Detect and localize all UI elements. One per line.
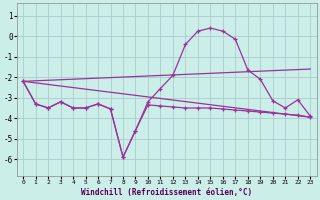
X-axis label: Windchill (Refroidissement éolien,°C): Windchill (Refroidissement éolien,°C) xyxy=(81,188,252,197)
